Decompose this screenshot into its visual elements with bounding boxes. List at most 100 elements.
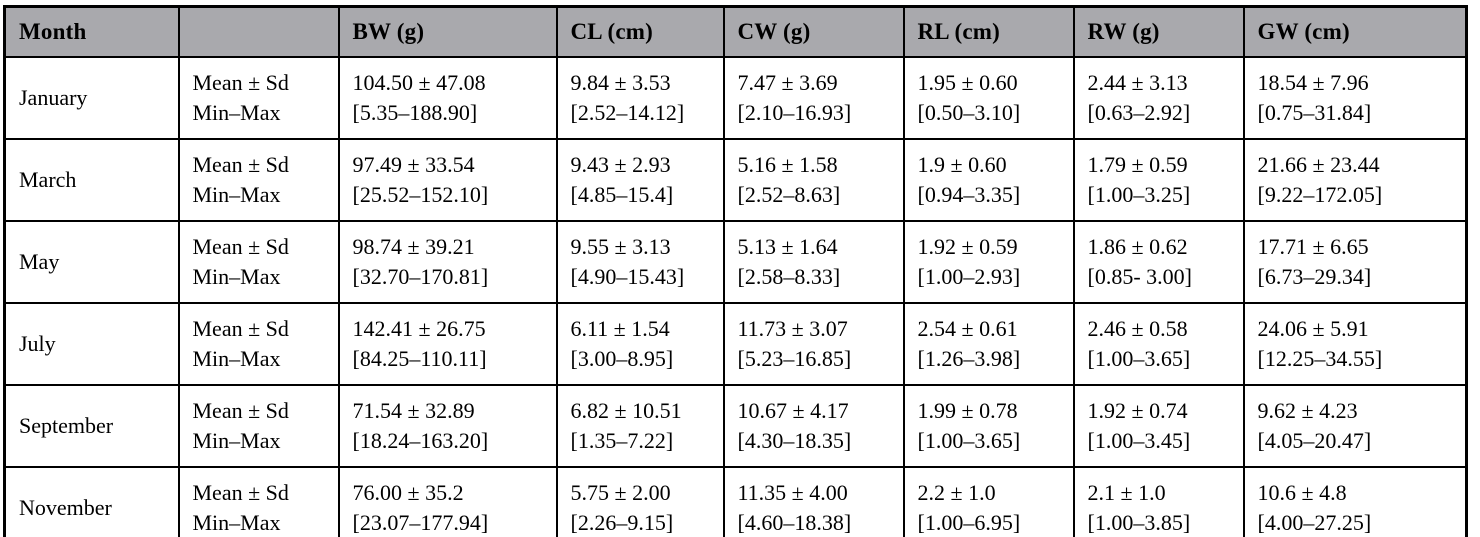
- min-max-value: [2.52–14.12]: [570, 100, 685, 125]
- table-row: May Mean ± Sd Min–Max 98.74 ± 39.21 [32.…: [3, 220, 1468, 304]
- min-max-value: [2.58–8.33]: [737, 264, 841, 289]
- data-cell: 24.06 ± 5.91 [12.25–34.55]: [1242, 302, 1468, 386]
- data-cell: 9.55 ± 3.13 [4.90–15.43]: [555, 220, 725, 304]
- mean-sd-value: 11.73 ± 3.07: [737, 316, 848, 341]
- mean-sd-value: 2.46 ± 0.58: [1087, 316, 1188, 341]
- table-row: January Mean ± Sd Min–Max 104.50 ± 47.08…: [3, 56, 1468, 140]
- data-cell: 98.74 ± 39.21 [32.70–170.81]: [337, 220, 558, 304]
- min-max-value: [1.00–6.95]: [917, 510, 1021, 535]
- monthly-measurements-table: Month BW (g) CL (cm) CW (g) RL (cm) RW (…: [3, 5, 1468, 537]
- mean-sd-value: 18.54 ± 7.96: [1257, 70, 1369, 95]
- mean-sd-value: 1.86 ± 0.62: [1087, 234, 1188, 259]
- stat-label-minmax: Min–Max: [192, 510, 281, 535]
- data-cell: 2.54 ± 0.61 [1.26–3.98]: [902, 302, 1075, 386]
- mean-sd-value: 9.43 ± 2.93: [570, 152, 671, 177]
- mean-sd-value: 5.13 ± 1.64: [737, 234, 838, 259]
- mean-sd-value: 21.66 ± 23.44: [1257, 152, 1380, 177]
- data-cell: 1.92 ± 0.74 [1.00–3.45]: [1072, 384, 1245, 468]
- header-rl: RL (cm): [902, 5, 1075, 58]
- month-label: July: [3, 302, 180, 386]
- min-max-value: [4.05–20.47]: [1257, 428, 1372, 453]
- month-label: May: [3, 220, 180, 304]
- stat-label-minmax: Min–Max: [192, 428, 281, 453]
- mean-sd-value: 17.71 ± 6.65: [1257, 234, 1369, 259]
- min-max-value: [32.70–170.81]: [352, 264, 489, 289]
- data-cell: 10.6 ± 4.8 [4.00–27.25]: [1242, 466, 1468, 537]
- mean-sd-value: 1.79 ± 0.59: [1087, 152, 1188, 177]
- month-label: January: [3, 56, 180, 140]
- month-label: March: [3, 138, 180, 222]
- mean-sd-value: 1.92 ± 0.74: [1087, 398, 1188, 423]
- mean-sd-value: 97.49 ± 33.54: [352, 152, 475, 177]
- mean-sd-value: 1.9 ± 0.60: [917, 152, 1007, 177]
- stat-label-cell: Mean ± Sd Min–Max: [177, 138, 340, 222]
- min-max-value: [6.73–29.34]: [1257, 264, 1372, 289]
- mean-sd-value: 1.95 ± 0.60: [917, 70, 1018, 95]
- mean-sd-value: 2.2 ± 1.0: [917, 480, 996, 505]
- month-label: November: [3, 466, 180, 537]
- min-max-value: [1.00–3.65]: [917, 428, 1021, 453]
- min-max-value: [2.26–9.15]: [570, 510, 674, 535]
- data-cell: 9.84 ± 3.53 [2.52–14.12]: [555, 56, 725, 140]
- min-max-value: [0.63–2.92]: [1087, 100, 1191, 125]
- min-max-value: [1.00–2.93]: [917, 264, 1021, 289]
- mean-sd-value: 9.62 ± 4.23: [1257, 398, 1358, 423]
- min-max-value: [9.22–172.05]: [1257, 182, 1383, 207]
- header-cw: CW (g): [722, 5, 905, 58]
- header-row: Month BW (g) CL (cm) CW (g) RL (cm) RW (…: [3, 5, 1468, 58]
- data-cell: 7.47 ± 3.69 [2.10–16.93]: [722, 56, 905, 140]
- data-cell: 71.54 ± 32.89 [18.24–163.20]: [337, 384, 558, 468]
- mean-sd-value: 2.1 ± 1.0: [1087, 480, 1166, 505]
- mean-sd-value: 1.92 ± 0.59: [917, 234, 1018, 259]
- table-row: July Mean ± Sd Min–Max 142.41 ± 26.75 [8…: [3, 302, 1468, 386]
- mean-sd-value: 10.67 ± 4.17: [737, 398, 849, 423]
- data-cell: 2.44 ± 3.13 [0.63–2.92]: [1072, 56, 1245, 140]
- month-label: September: [3, 384, 180, 468]
- data-cell: 5.16 ± 1.58 [2.52–8.63]: [722, 138, 905, 222]
- data-cell: 1.99 ± 0.78 [1.00–3.65]: [902, 384, 1075, 468]
- stat-label-mean: Mean ± Sd: [192, 316, 289, 341]
- mean-sd-value: 6.82 ± 10.51: [570, 398, 682, 423]
- data-cell: 18.54 ± 7.96 [0.75–31.84]: [1242, 56, 1468, 140]
- mean-sd-value: 9.55 ± 3.13: [570, 234, 671, 259]
- stat-label-mean: Mean ± Sd: [192, 398, 289, 423]
- min-max-value: [84.25–110.11]: [352, 346, 487, 371]
- header-bw: BW (g): [337, 5, 558, 58]
- header-month: Month: [3, 5, 180, 58]
- data-cell: 1.79 ± 0.59 [1.00–3.25]: [1072, 138, 1245, 222]
- min-max-value: [4.90–15.43]: [570, 264, 685, 289]
- table-row: November Mean ± Sd Min–Max 76.00 ± 35.2 …: [3, 466, 1468, 537]
- data-cell: 1.92 ± 0.59 [1.00–2.93]: [902, 220, 1075, 304]
- stat-label-minmax: Min–Max: [192, 264, 281, 289]
- min-max-value: [2.52–8.63]: [737, 182, 841, 207]
- min-max-value: [4.60–18.38]: [737, 510, 852, 535]
- data-cell: 10.67 ± 4.17 [4.30–18.35]: [722, 384, 905, 468]
- stat-label-cell: Mean ± Sd Min–Max: [177, 302, 340, 386]
- min-max-value: [4.30–18.35]: [737, 428, 852, 453]
- data-cell: 6.82 ± 10.51 [1.35–7.22]: [555, 384, 725, 468]
- stat-label-cell: Mean ± Sd Min–Max: [177, 56, 340, 140]
- mean-sd-value: 76.00 ± 35.2: [352, 480, 464, 505]
- min-max-value: [0.50–3.10]: [917, 100, 1021, 125]
- data-cell: 142.41 ± 26.75 [84.25–110.11]: [337, 302, 558, 386]
- mean-sd-value: 24.06 ± 5.91: [1257, 316, 1369, 341]
- data-cell: 21.66 ± 23.44 [9.22–172.05]: [1242, 138, 1468, 222]
- table-row: March Mean ± Sd Min–Max 97.49 ± 33.54 [2…: [3, 138, 1468, 222]
- min-max-value: [4.85–15.4]: [570, 182, 674, 207]
- mean-sd-value: 98.74 ± 39.21: [352, 234, 475, 259]
- mean-sd-value: 9.84 ± 3.53: [570, 70, 671, 95]
- mean-sd-value: 7.47 ± 3.69: [737, 70, 838, 95]
- min-max-value: [0.75–31.84]: [1257, 100, 1372, 125]
- min-max-value: [0.94–3.35]: [917, 182, 1021, 207]
- stat-label-mean: Mean ± Sd: [192, 70, 289, 95]
- data-cell: 76.00 ± 35.2 [23.07–177.94]: [337, 466, 558, 537]
- header-cl: CL (cm): [555, 5, 725, 58]
- min-max-value: [5.23–16.85]: [737, 346, 852, 371]
- min-max-value: [25.52–152.10]: [352, 182, 489, 207]
- data-cell: 6.11 ± 1.54 [3.00–8.95]: [555, 302, 725, 386]
- min-max-value: [0.85- 3.00]: [1087, 264, 1192, 289]
- stat-label-mean: Mean ± Sd: [192, 152, 289, 177]
- mean-sd-value: 104.50 ± 47.08: [352, 70, 486, 95]
- min-max-value: [5.35–188.90]: [352, 100, 478, 125]
